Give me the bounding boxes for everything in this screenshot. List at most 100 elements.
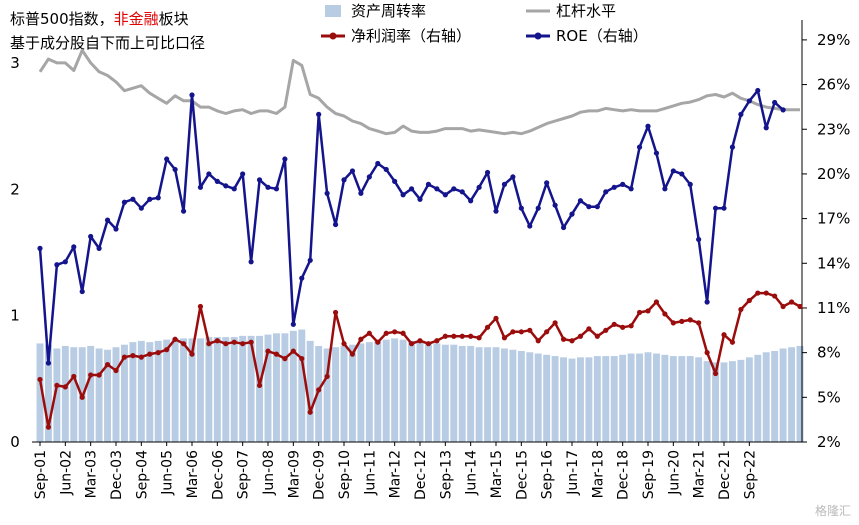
bar [323,348,331,442]
bar [543,354,551,442]
data-point [316,387,322,393]
data-point [544,329,550,335]
data-point [687,317,693,323]
data-point [738,111,744,117]
data-point [620,181,626,187]
data-point [408,341,415,347]
bar [788,347,796,442]
bar [475,347,483,442]
data-point [324,190,330,196]
bar [517,351,525,442]
bar [399,339,407,442]
x-tick-label: Sep-16 [540,450,556,499]
title-suffix: 板块 [158,10,189,28]
bar [408,340,416,442]
data-point [451,186,457,192]
data-point [130,353,136,359]
data-point [189,92,195,98]
data-point [594,333,600,339]
data-point [636,144,643,150]
x-tick-label: Jun-14 [464,450,480,496]
bar [450,344,458,442]
bar [332,347,340,442]
left-tick-label: 1 [10,307,20,325]
data-point [341,341,347,347]
data-point [662,186,668,192]
bar [669,356,677,442]
x-tick-label: Sep-22 [742,450,758,499]
bar [762,352,770,442]
data-point [552,320,558,326]
x-tick-label: Sep-01 [33,450,49,499]
bar [53,348,61,442]
bar [458,345,466,442]
data-point [493,315,499,321]
data-point [476,184,482,190]
bar [391,338,399,442]
data-point [772,99,778,106]
data-point [366,174,372,180]
x-tick-label: Dec-03 [109,450,125,500]
left-tick-label: 0 [10,433,20,451]
data-point [282,156,288,162]
legend-swatch [325,5,341,17]
legend-dot [534,32,542,40]
bar [796,345,804,442]
data-point [746,98,752,104]
data-point [679,318,685,324]
bar [593,356,601,442]
data-point [518,329,524,335]
bar [500,348,508,442]
bar [70,347,78,442]
data-point [729,339,736,345]
data-point [231,339,237,345]
data-point [434,338,440,344]
bar [720,362,728,442]
data-point [54,382,60,389]
x-tick-label: Dec-09 [312,450,328,500]
data-point [172,166,178,173]
bar [492,347,500,442]
data-point [130,196,136,202]
x-tick-label: Sep-04 [134,450,150,499]
data-point [366,330,372,336]
data-point [383,166,389,173]
data-point [501,181,508,187]
data-point [636,309,643,316]
bar [95,348,103,442]
bar [137,340,145,442]
legend-label: 资产周转率 [351,2,426,20]
bar [610,356,618,442]
bar [576,357,584,442]
data-point [586,326,592,332]
data-point [223,183,229,189]
x-tick-label: Mar-12 [388,450,404,498]
data-point [96,372,102,378]
bar [602,356,610,442]
x-tick-label: Mar-06 [185,450,201,498]
data-point [88,372,94,378]
data-point [121,354,128,360]
data-point [535,338,541,344]
data-point [577,198,584,204]
data-point [670,168,676,174]
data-point [375,160,381,167]
data-point [248,259,254,265]
data-point [552,202,558,208]
axes: 0 1 2 3 2% 5% 8% 11% 14% 17% 20% 23% 26% 29% Sep-01 Jun… [10,20,850,500]
data-point [484,324,491,330]
bar [619,354,627,442]
bar [644,352,652,442]
data-point [180,341,187,347]
x-tick-label: Sep-13 [438,450,454,499]
data-point [223,341,229,347]
bar [551,356,559,442]
bar [315,345,323,442]
x-tick-label: Jun-17 [565,450,581,496]
bar [661,354,669,442]
x-tick-label: Jun-20 [666,450,682,496]
bar [652,353,660,442]
x-tick-label: Dec-18 [616,450,632,500]
data-point [383,330,389,336]
